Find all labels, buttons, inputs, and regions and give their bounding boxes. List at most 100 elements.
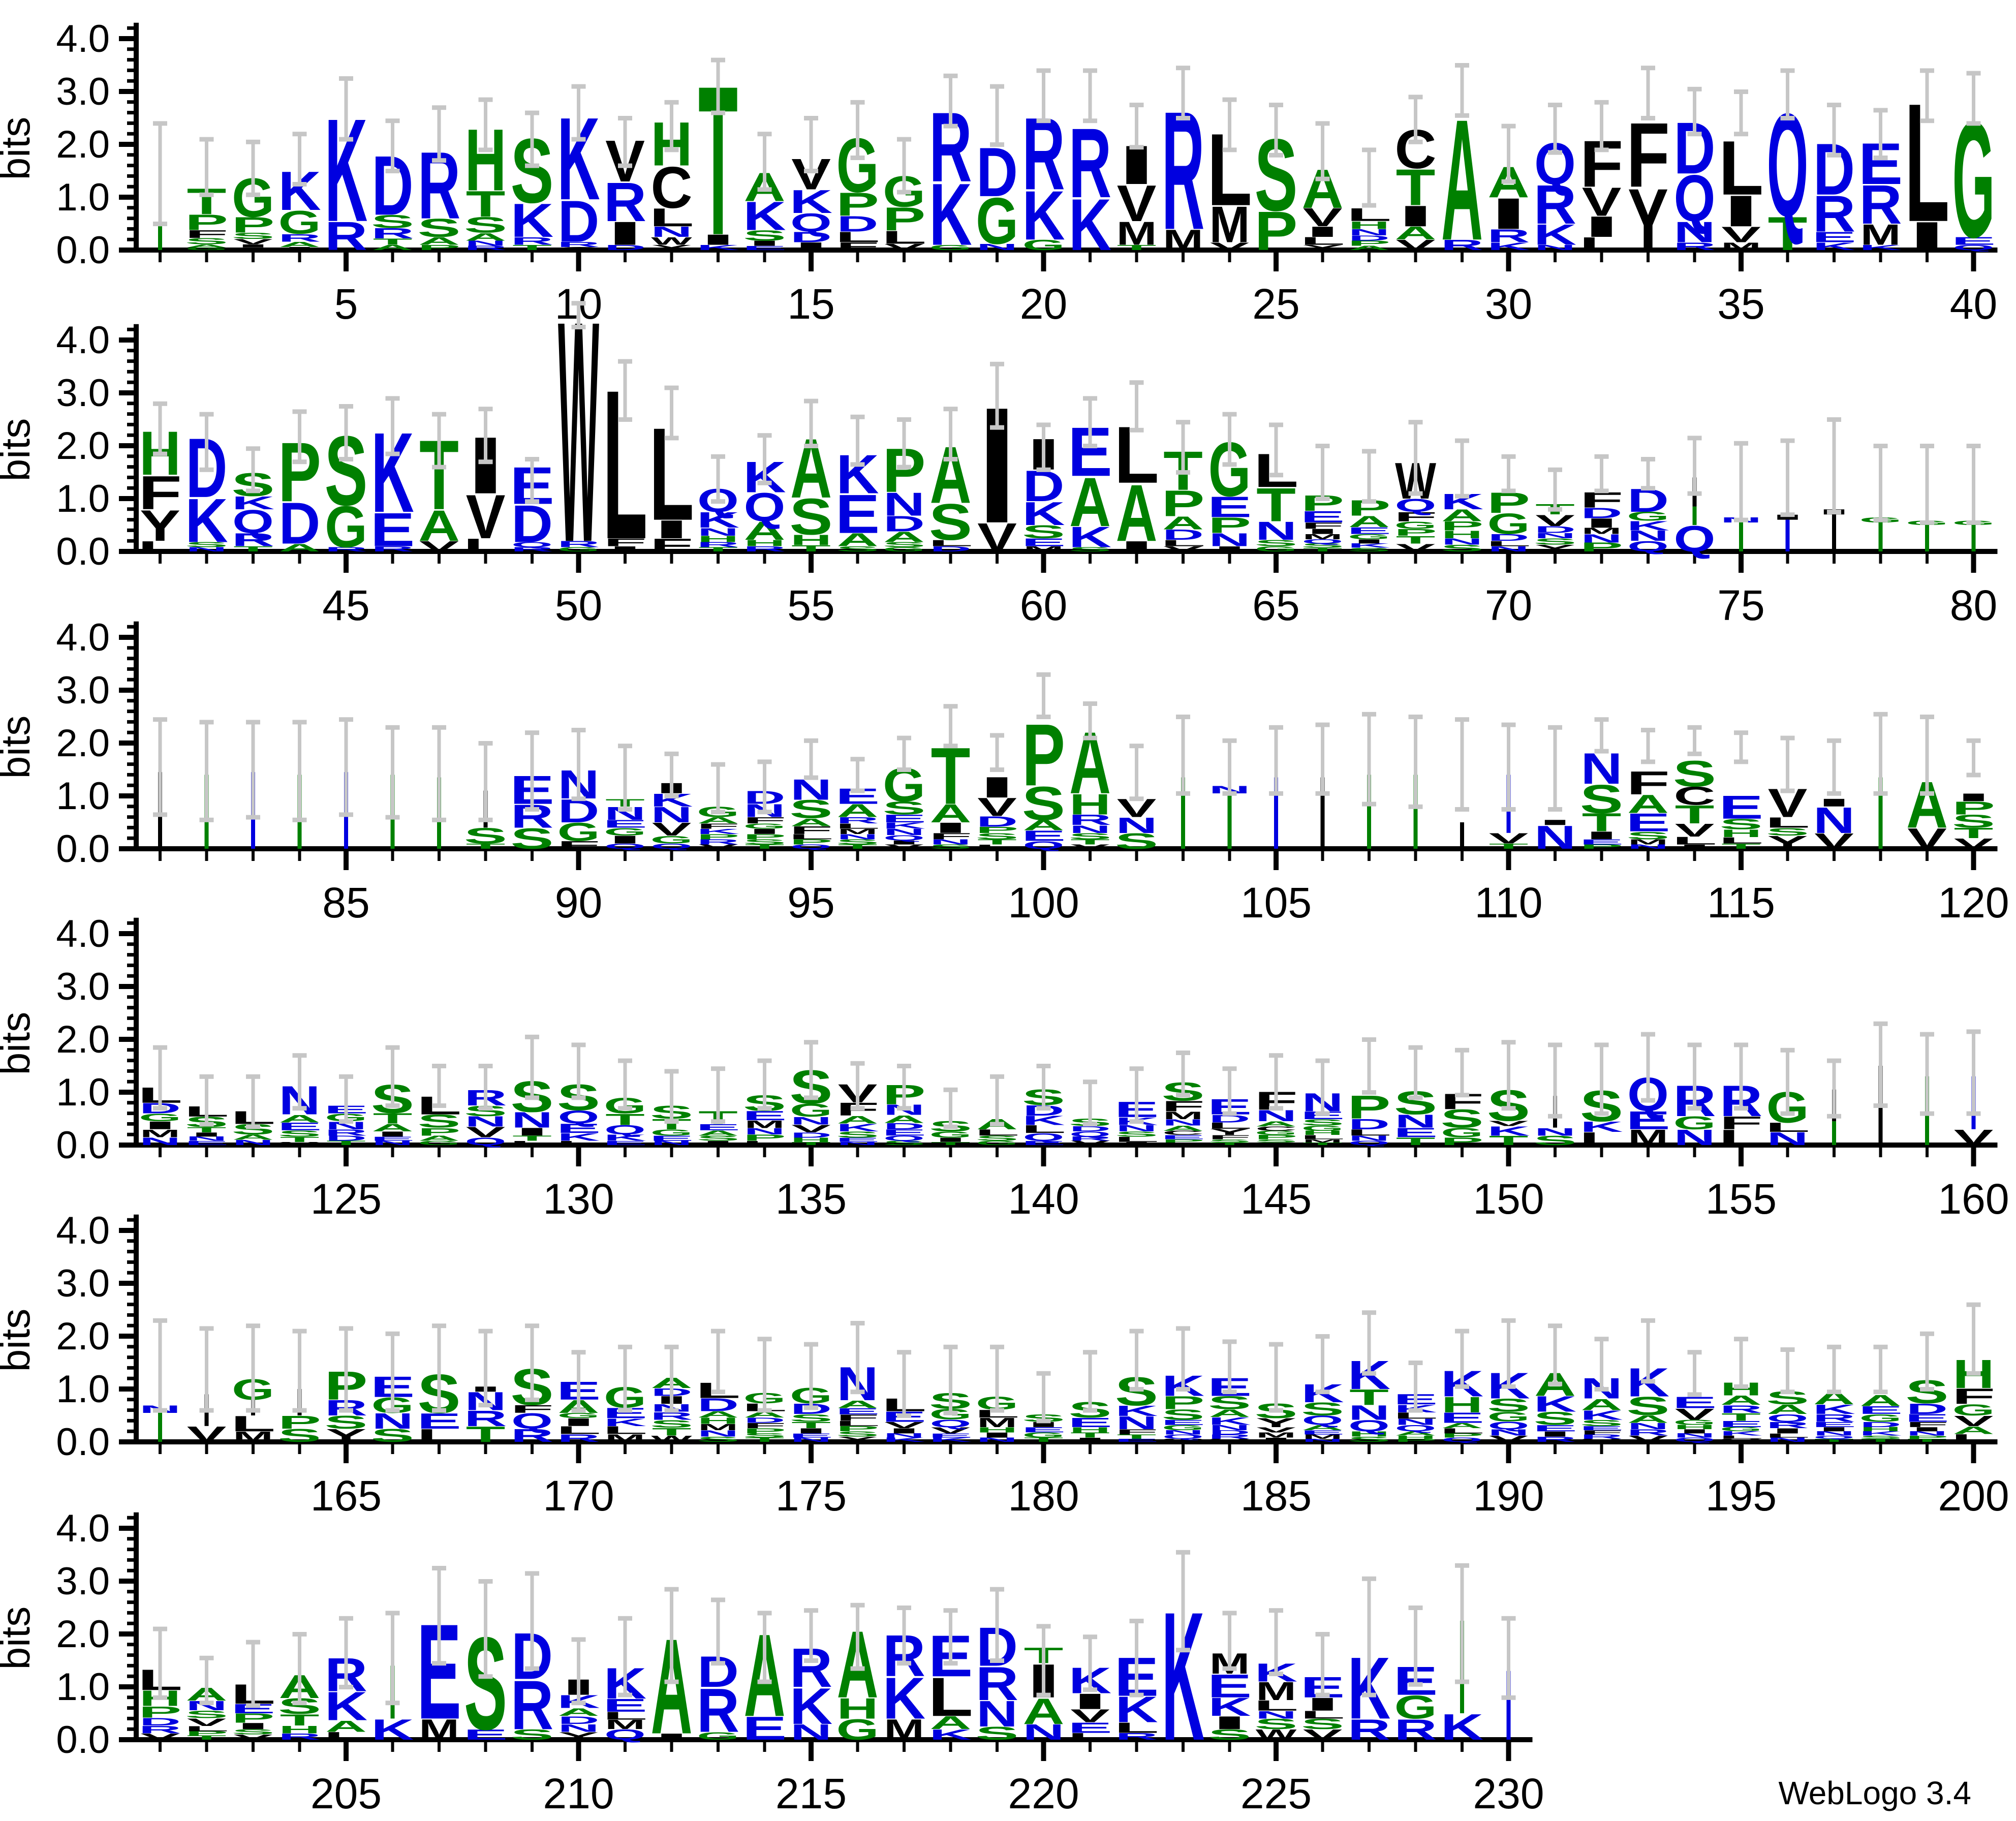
svg-text:35: 35 (1717, 280, 1764, 328)
svg-text:Q: Q (511, 541, 553, 549)
svg-text:A: A (1395, 223, 1437, 243)
svg-text:S: S (1859, 1435, 1902, 1440)
svg-text:V: V (1675, 820, 1715, 841)
svg-text:40: 40 (1950, 280, 1997, 328)
svg-text:S: S (790, 795, 833, 824)
svg-text:20: 20 (1020, 280, 1067, 328)
svg-text:1.0: 1.0 (56, 1071, 110, 1114)
svg-text:Q: Q (1674, 162, 1716, 235)
svg-text:C: C (558, 246, 600, 251)
svg-text:V: V (1954, 836, 1994, 852)
svg-text:V: V (466, 482, 506, 551)
svg-text:A: A (232, 1133, 274, 1141)
svg-text:215: 215 (776, 1770, 847, 1817)
svg-text:A: A (883, 1113, 925, 1125)
svg-text:S: S (836, 1130, 879, 1139)
svg-text:T: T (1489, 842, 1529, 850)
svg-text:N: N (1674, 1432, 1716, 1439)
svg-text:P: P (418, 1126, 461, 1138)
svg-text:P: P (1952, 798, 1995, 819)
svg-text:H: H (1860, 1426, 1902, 1433)
svg-text:N: N (697, 1429, 739, 1438)
svg-text:K: K (929, 1437, 972, 1443)
svg-text:S: S (976, 1134, 1019, 1143)
svg-text:E: E (370, 1135, 415, 1142)
svg-text:H: H (1302, 1130, 1344, 1136)
svg-text:I: I (1489, 189, 1529, 238)
svg-text:F: F (510, 1403, 554, 1415)
svg-text:F: F (1208, 1134, 1252, 1140)
svg-text:E: E (1114, 1438, 1159, 1443)
svg-text:R: R (1813, 186, 1855, 243)
svg-text:Q: Q (1767, 1412, 1809, 1424)
svg-text:T: T (791, 1141, 831, 1146)
svg-text:D: D (790, 229, 832, 245)
svg-text:A: A (1767, 1402, 1809, 1417)
svg-text:F: F (836, 1413, 880, 1423)
svg-text:bits: bits (0, 1309, 38, 1372)
svg-text:bits: bits (0, 418, 38, 482)
svg-text:R: R (1394, 1713, 1437, 1746)
logo-row-1: 0.01.02.03.04.0bits510152025303540GASFPT… (0, 17, 1998, 328)
svg-text:S: S (1301, 1118, 1344, 1127)
svg-text:R: R (325, 214, 367, 259)
svg-text:P: P (743, 1133, 786, 1143)
svg-text:K: K (1813, 1402, 1855, 1416)
svg-text:120: 120 (1938, 879, 2009, 927)
svg-text:K: K (325, 1684, 367, 1729)
svg-text:D: D (697, 1395, 739, 1415)
svg-text:V: V (931, 1426, 971, 1435)
svg-text:I: I (1768, 1427, 1808, 1435)
svg-text:P: P (1208, 513, 1251, 538)
svg-text:V: V (1582, 180, 1622, 225)
svg-text:T: T (698, 546, 738, 553)
svg-text:I: I (1907, 213, 1947, 259)
svg-text:A: A (744, 516, 786, 545)
svg-text:N: N (744, 1127, 786, 1136)
svg-text:M: M (233, 1429, 273, 1445)
svg-text:H: H (1348, 1430, 1390, 1438)
svg-text:I: I (1954, 791, 1994, 804)
svg-text:W: W (651, 235, 692, 247)
svg-text:P: P (1580, 844, 1623, 850)
svg-text:Q: Q (604, 1726, 646, 1743)
svg-text:D: D (790, 1131, 832, 1139)
svg-text:F: F (185, 228, 229, 240)
svg-text:D: D (883, 1121, 925, 1131)
logo-row-5: 0.0 1.0 2.0 3.0 4.0 bits 165 170 175 180 185 190 195… (0, 1209, 2009, 1520)
svg-text:H: H (1674, 1424, 1716, 1431)
svg-text:T: T (977, 838, 1017, 846)
svg-text:G: G (1627, 509, 1669, 523)
svg-text:25: 25 (1252, 280, 1299, 328)
logo-row-3: 0.0 1.0 2.0 3.0 4.0 bits 85 90 95 100 105 110 115 120… (0, 616, 2009, 927)
svg-text:A: A (418, 1134, 460, 1143)
svg-text:T: T (466, 842, 506, 850)
svg-text:F: F (603, 536, 647, 548)
svg-text:S: S (1069, 831, 1112, 841)
svg-text:A: A (697, 1410, 739, 1419)
svg-text:T: T (838, 844, 878, 850)
svg-text:V: V (1070, 1140, 1110, 1147)
svg-text:E: E (603, 1695, 647, 1716)
svg-text:A: A (372, 1122, 414, 1134)
svg-text:E: E (1161, 1134, 1205, 1140)
svg-text:N: N (1906, 1430, 1948, 1437)
svg-text:P: P (697, 832, 740, 841)
svg-text:N: N (1767, 1128, 1809, 1149)
svg-text:N: N (976, 1437, 1018, 1443)
svg-text:K: K (511, 194, 553, 248)
svg-text:145: 145 (1240, 1175, 1312, 1223)
svg-text:G: G (976, 1140, 1018, 1147)
svg-text:S: S (1627, 829, 1670, 842)
svg-text:2.0: 2.0 (56, 1018, 110, 1061)
svg-text:R: R (976, 1657, 1018, 1711)
svg-text:S: S (1441, 543, 1484, 553)
svg-text:K: K (604, 1133, 646, 1143)
svg-text:L: L (463, 535, 508, 555)
svg-text:G: G (1348, 533, 1390, 541)
svg-text:M: M (884, 1713, 924, 1746)
svg-text:H: H (837, 1692, 879, 1725)
svg-text:R: R (1069, 812, 1111, 828)
svg-text:E: E (1021, 536, 1066, 548)
